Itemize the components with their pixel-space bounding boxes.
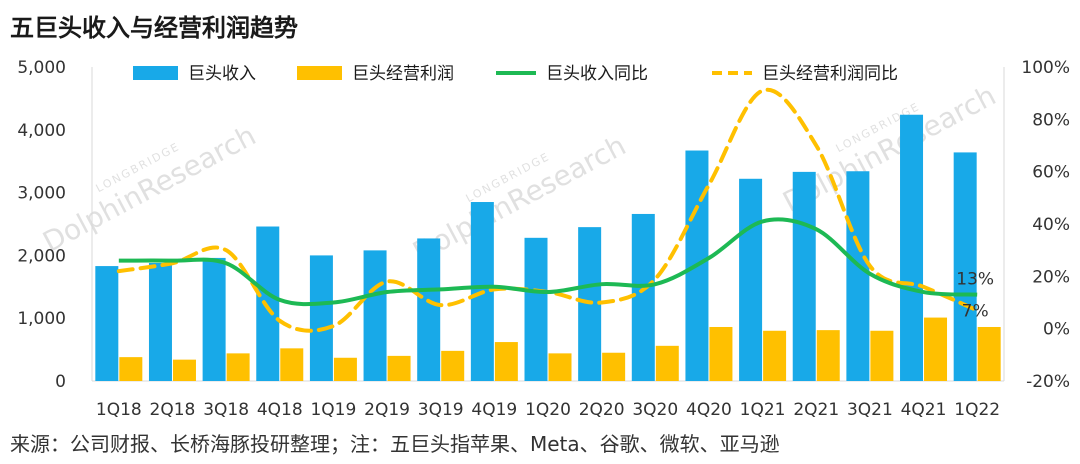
x-tick-label: 2Q18: [150, 400, 196, 420]
profit-bar: [548, 353, 572, 381]
x-tick-label: 3Q20: [632, 400, 678, 420]
left-y-tick-label: 3,000: [17, 184, 66, 204]
left-y-tick-label: 4,000: [17, 121, 66, 141]
legend-label: 巨头收入同比: [546, 64, 648, 84]
left-y-tick-label: 0: [55, 372, 66, 392]
lines-layer: [116, 87, 980, 333]
labels-layer: 13% 7%: [956, 270, 994, 322]
profit-bar: [226, 353, 250, 381]
x-tick-label: 1Q19: [310, 400, 356, 420]
revenue-bar: [739, 178, 763, 381]
revenue-bar: [900, 114, 924, 381]
profit-bar: [602, 352, 626, 381]
legend-label: 巨头经营利润同比: [762, 64, 898, 84]
revenue-bar: [631, 213, 655, 381]
legend-label: 巨头经营利润: [352, 64, 454, 84]
profit-bar: [387, 355, 411, 381]
right-y-tick-label: 60%: [1032, 163, 1070, 183]
profit-bar: [280, 348, 304, 381]
revenue-bar: [417, 238, 441, 381]
legend: 巨头收入 巨头经营利润 巨头收入同比 巨头经营利润同比: [133, 64, 898, 84]
profit-bar: [977, 326, 1001, 381]
profit-bar: [655, 345, 679, 381]
profit-bar: [870, 330, 894, 381]
right-y-tick-label: 40%: [1032, 215, 1070, 235]
left-y-tick-label: 2,000: [17, 246, 66, 266]
x-tick-label: 4Q19: [471, 400, 517, 420]
legend-revenue-yoy: 巨头收入同比: [496, 64, 648, 84]
revenue-bar: [202, 257, 226, 381]
revenue-bar: [309, 255, 333, 381]
profit-bar: [709, 326, 733, 381]
x-tick-label: 2Q21: [793, 400, 839, 420]
revenue-bar: [524, 237, 548, 381]
right-y-tick-label: 100%: [1021, 58, 1070, 78]
x-tick-label: 1Q20: [525, 400, 571, 420]
profit-yoy-line: [116, 87, 980, 333]
profit-bar: [119, 357, 143, 381]
revenue-bar: [148, 262, 172, 381]
x-tick-label: 3Q21: [847, 400, 893, 420]
right-y-tick-label: 0%: [1043, 320, 1070, 340]
legend-label: 巨头收入: [188, 64, 256, 84]
x-tick-label: 2Q19: [364, 400, 410, 420]
left-y-tick-label: 1,000: [17, 309, 66, 329]
x-tick-label: 4Q18: [257, 400, 303, 420]
profit-bar: [924, 317, 948, 381]
x-tick-label: 2Q20: [579, 400, 625, 420]
legend-swatch: [133, 66, 178, 80]
revenue-bar: [846, 171, 870, 381]
right-y-tick-label: 80%: [1032, 110, 1070, 130]
watermark-large-text: DolphinResearch: [37, 119, 261, 259]
revenue-yoy-line: [118, 217, 978, 307]
x-tick-label: 1Q21: [740, 400, 786, 420]
left-y-tick-label: 5,000: [17, 58, 66, 78]
legend-revenue: 巨头收入: [133, 64, 256, 84]
legend-swatch: [297, 66, 342, 80]
chart-title: 五巨头收入与经营利润趋势: [10, 14, 298, 42]
profit-bar: [816, 330, 840, 381]
x-tick-label: 1Q18: [96, 400, 142, 420]
x-tick-label: 4Q20: [686, 400, 732, 420]
profit-bar: [441, 350, 465, 381]
revenue-bar: [256, 226, 280, 381]
profit-bar: [172, 359, 196, 381]
legend-profit: 巨头经营利润: [297, 64, 454, 84]
x-tick-label: 3Q18: [203, 400, 249, 420]
legend-profit-yoy: 巨头经营利润同比: [712, 64, 898, 84]
source-note: 来源：公司财报、长桥海豚投研整理；注：五巨头指苹果、Meta、谷歌、微软、亚马逊: [10, 432, 780, 456]
right-y-tick-label: -20%: [1026, 372, 1070, 392]
profit-bar: [333, 357, 357, 381]
revenue-bar: [953, 152, 977, 381]
x-tick-label: 3Q19: [418, 400, 464, 420]
right-y-tick-label: 20%: [1032, 267, 1070, 287]
x-tick-label: 1Q22: [954, 400, 1000, 420]
data-label: 13%: [956, 270, 994, 290]
profit-bar: [494, 342, 518, 381]
revenue-bar: [95, 266, 119, 381]
revenue-bar: [363, 250, 387, 381]
profit-bar: [763, 330, 787, 381]
x-tick-label: 4Q21: [901, 400, 947, 420]
data-label: 7%: [962, 301, 989, 321]
revenue-bar: [792, 171, 816, 381]
